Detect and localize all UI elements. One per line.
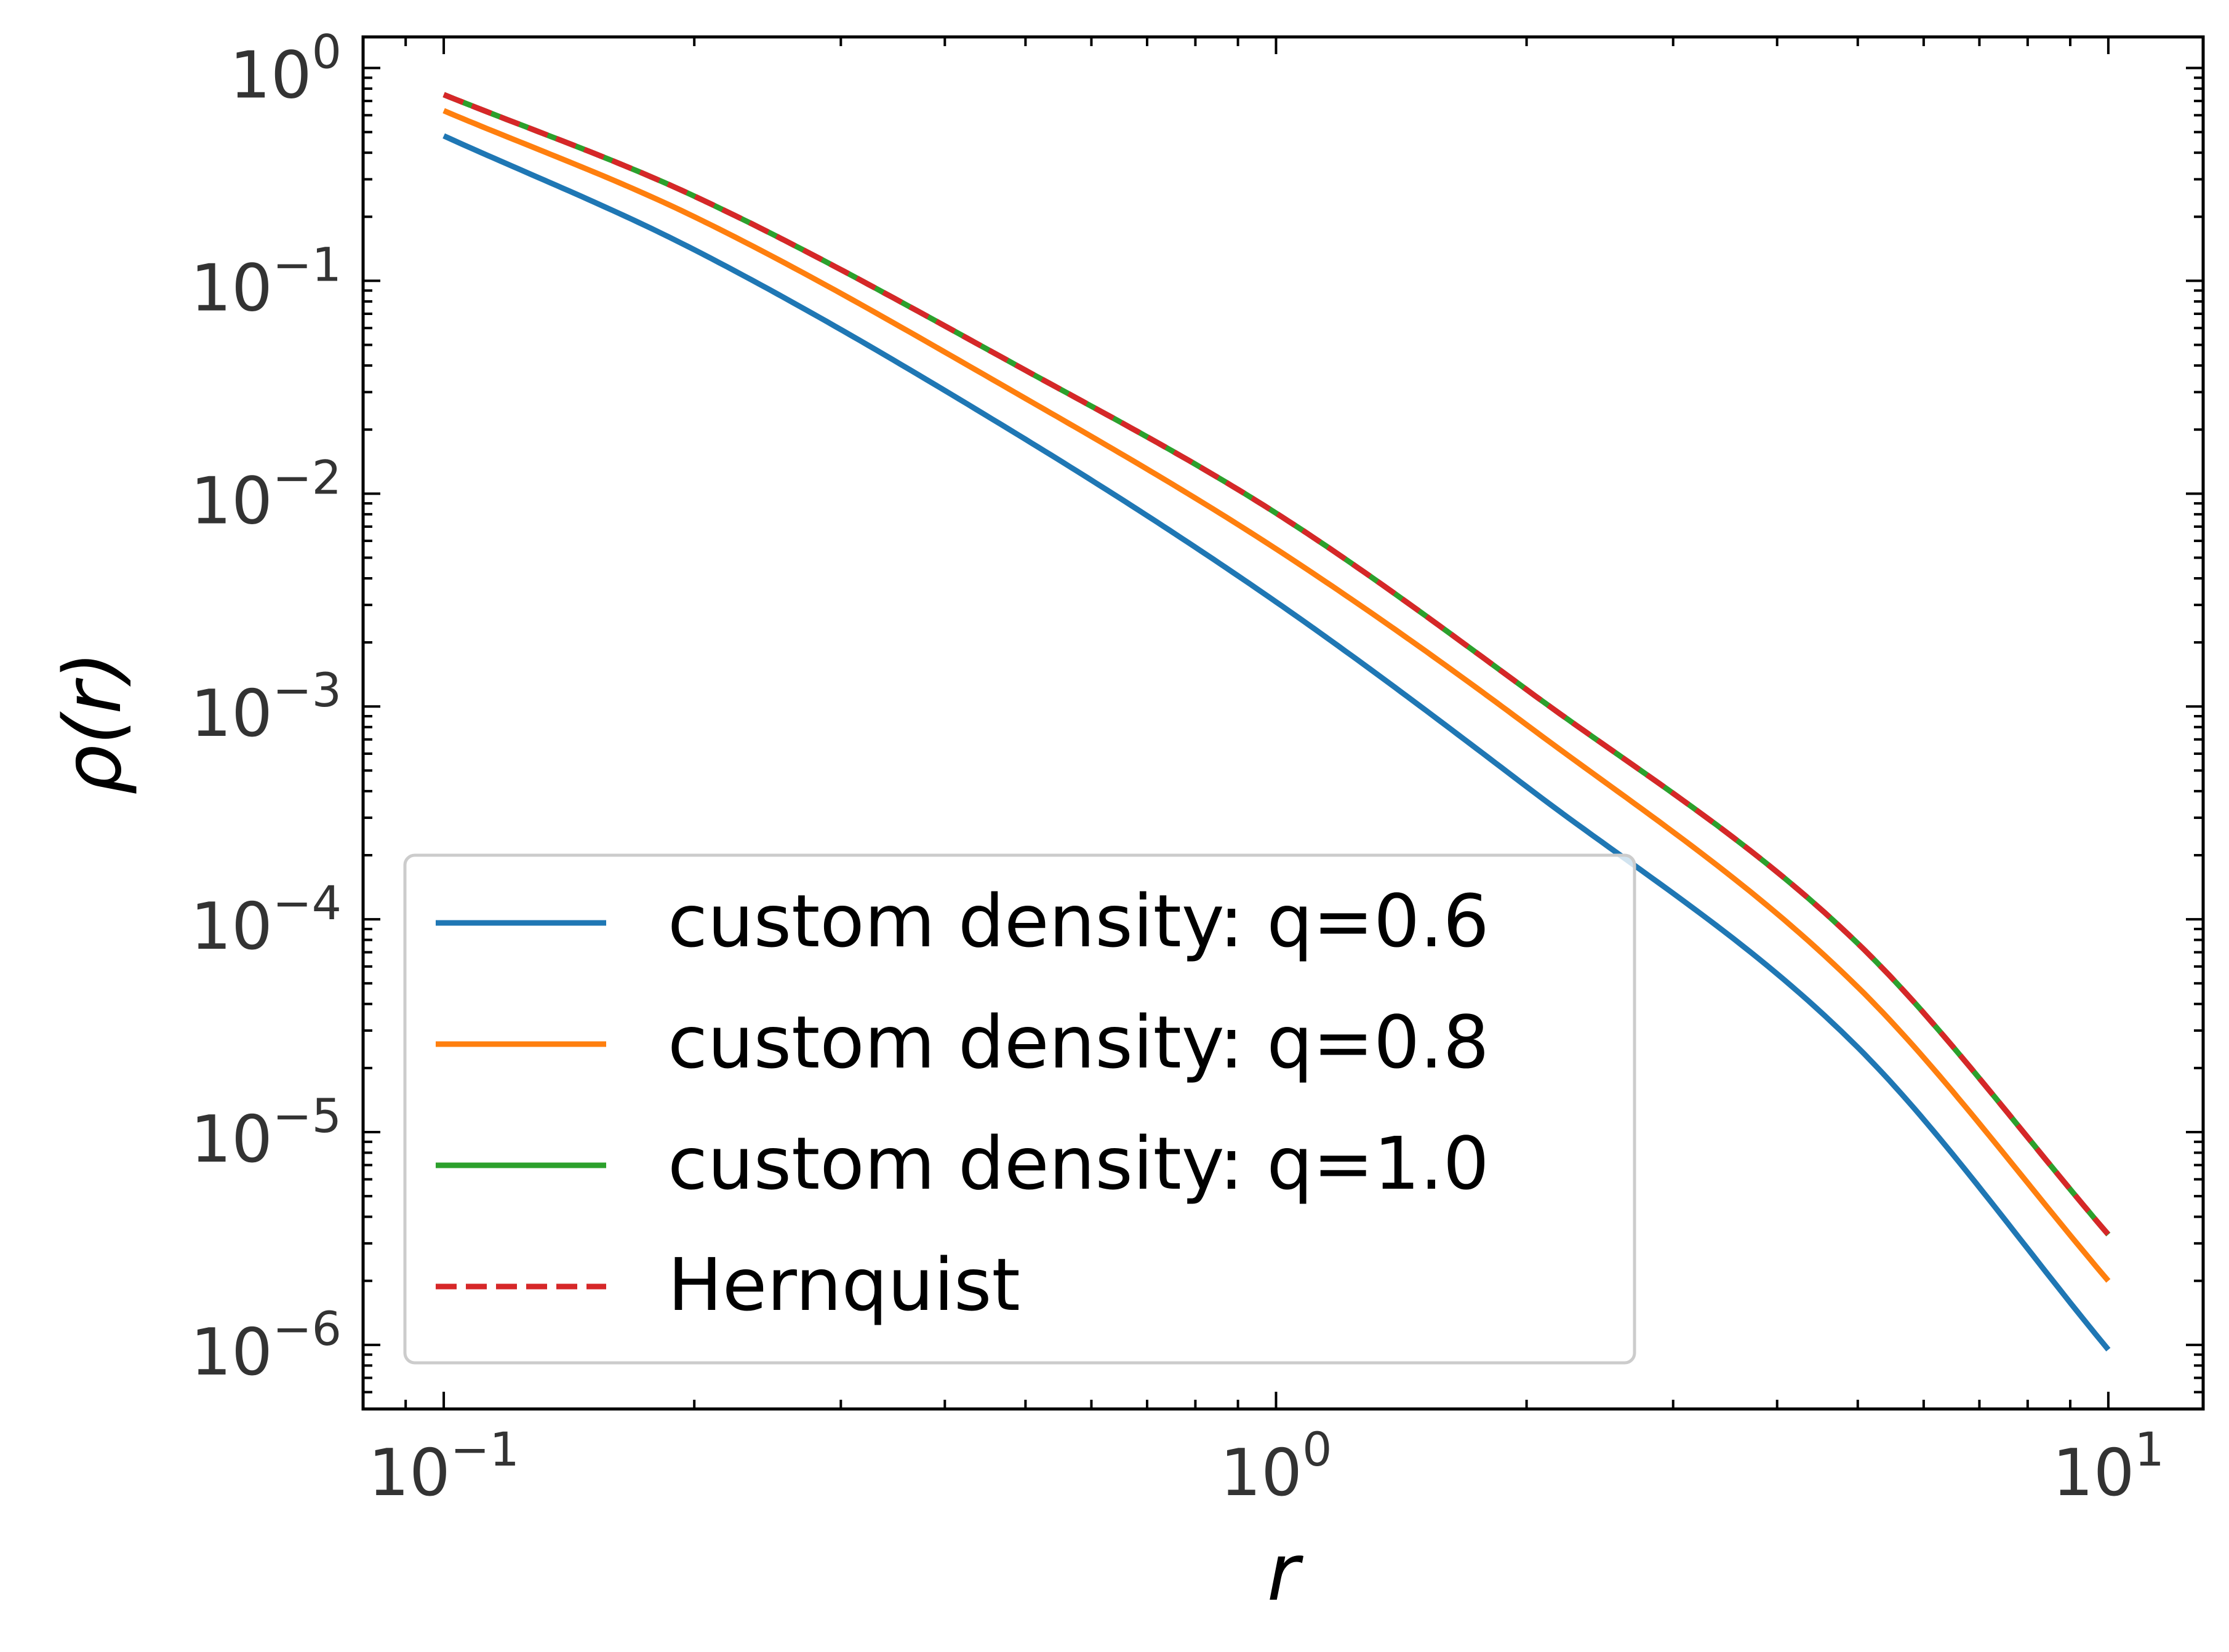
legend-label-4: Hernquist	[668, 1242, 1020, 1327]
plot-frame	[361, 35, 2205, 1411]
y-tick-label: 10−2	[190, 450, 342, 538]
x-tick-label: 101	[2052, 1422, 2164, 1510]
x-axis-label: r	[1267, 1527, 1304, 1619]
y-tick-label: 100	[230, 25, 342, 113]
series-line-1	[442, 133, 2111, 1352]
y-tick-label: 10−6	[190, 1301, 342, 1390]
y-axis-label: ρ(r)	[47, 651, 139, 795]
y-tick-label: 10−1	[190, 237, 342, 325]
legend: custom density: q=0.6 custom density: q=0…	[403, 853, 1636, 1365]
y-tick-label: 10−4	[190, 876, 342, 964]
x-tick-label: 100	[1220, 1422, 1332, 1510]
series-layer	[442, 92, 2111, 1352]
y-tick-label: 10−3	[190, 663, 342, 751]
tick-labels: 10−1 100 101 100 10−1 10−2 10−3 10−4 10−5 10−6	[190, 25, 2164, 1510]
legend-box	[403, 853, 1636, 1365]
legend-label-1: custom density: q=0.6	[668, 879, 1489, 964]
series-line-2	[442, 108, 2111, 1283]
y-tick-label: 10−5	[190, 1088, 342, 1177]
legend-label-3: custom density: q=1.0	[668, 1121, 1489, 1206]
legend-label-2: custom density: q=0.8	[668, 1000, 1489, 1085]
major-ticks	[363, 37, 2203, 1409]
series-line-3	[442, 92, 2111, 1237]
x-tick-label: 10−1	[368, 1422, 519, 1510]
